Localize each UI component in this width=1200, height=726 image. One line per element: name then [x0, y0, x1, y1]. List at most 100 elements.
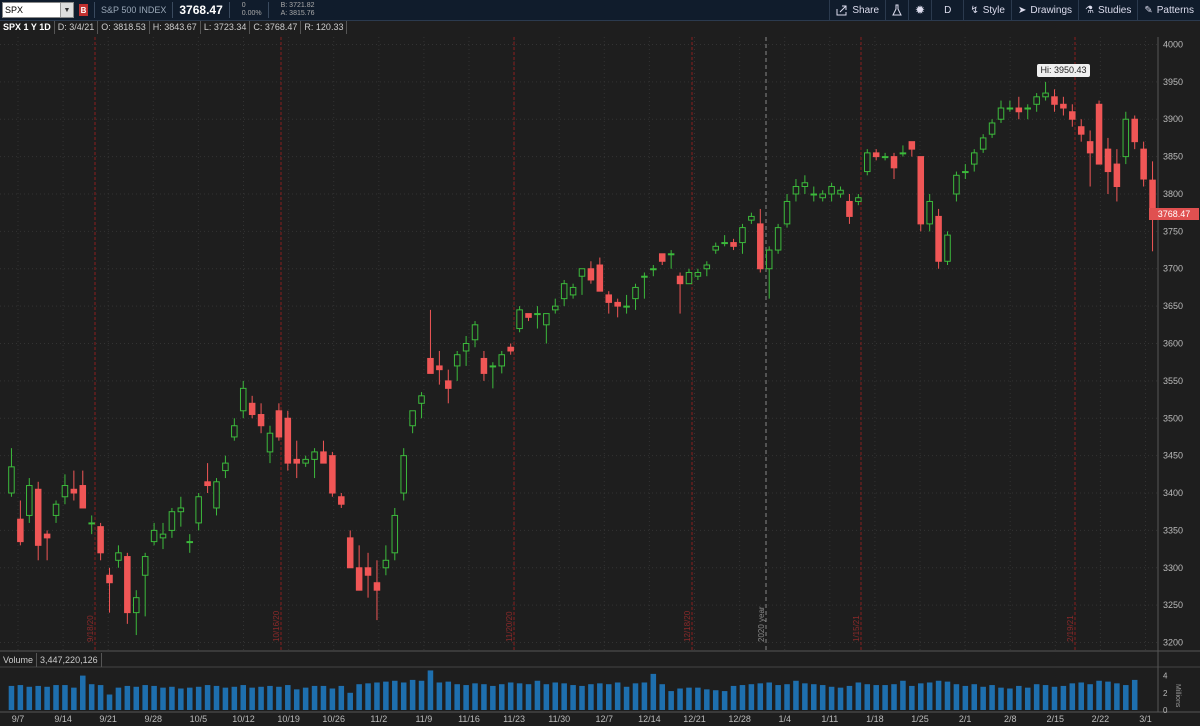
- volume-tick-label: 4: [1163, 672, 1168, 681]
- patterns-button[interactable]: ✎ Patterns: [1137, 0, 1200, 20]
- volume-bar: [1131, 679, 1138, 710]
- candle-body: [890, 156, 898, 169]
- candle-body: [453, 354, 461, 367]
- volume-bar: [1051, 686, 1058, 710]
- symbol-input[interactable]: SPX ▼: [2, 2, 74, 18]
- volume-bar: [35, 685, 41, 710]
- candle-body: [748, 215, 755, 221]
- volume-bar: [1042, 685, 1049, 710]
- x-tick-label: 2/22: [1092, 714, 1110, 724]
- candle-body: [953, 174, 960, 195]
- chevron-down-icon[interactable]: ▼: [60, 3, 73, 17]
- volume-bar: [811, 684, 817, 710]
- style-button[interactable]: ↯ Style: [963, 0, 1011, 20]
- candle-body: [703, 264, 711, 270]
- candle-body: [997, 107, 1005, 120]
- candle-body: [222, 462, 229, 472]
- y-tick-label: 3400: [1163, 488, 1183, 498]
- volume-bar: [240, 685, 247, 710]
- volume-bar: [80, 675, 86, 710]
- candle-body: [881, 156, 889, 159]
- volume-label: Volume: [0, 653, 38, 667]
- y-tick-label: 3250: [1163, 600, 1183, 610]
- candle-body: [79, 485, 87, 509]
- candle-body: [551, 305, 559, 311]
- candle-body: [534, 313, 541, 316]
- volume-bar: [124, 685, 131, 710]
- x-tick-label: 10/5: [190, 714, 208, 724]
- x-tick-label: 9/21: [99, 714, 117, 724]
- volume-bar: [846, 685, 853, 710]
- y-tick-label: 3750: [1163, 226, 1183, 236]
- volume-bar: [160, 687, 166, 710]
- candle-body: [159, 533, 167, 539]
- volume-bar: [88, 684, 95, 710]
- candle-body: [864, 152, 871, 173]
- volume-bar: [186, 687, 193, 710]
- candle-body: [569, 286, 577, 296]
- y-tick-label: 3650: [1163, 301, 1183, 311]
- volume-bar: [311, 685, 318, 710]
- volume-bar: [953, 684, 960, 710]
- volume-bar: [864, 684, 871, 710]
- share-icon: [836, 5, 847, 15]
- volume-bar: [267, 685, 273, 710]
- candle-body: [293, 458, 300, 464]
- volume-bar: [802, 683, 808, 710]
- studies-button[interactable]: ⚗ Studies: [1078, 0, 1137, 20]
- x-tick-label: 11/9: [415, 714, 432, 724]
- candle-body: [1033, 96, 1040, 105]
- share-button[interactable]: Share: [829, 0, 885, 20]
- volume-bar: [133, 686, 140, 710]
- y-tick-label: 3700: [1163, 264, 1183, 274]
- candle-body: [605, 294, 613, 303]
- candle-body: [400, 455, 407, 494]
- candle-body: [195, 496, 202, 524]
- volume-bar: [668, 691, 674, 710]
- candle-body: [338, 496, 345, 505]
- candle-body: [97, 526, 104, 554]
- candle-body: [872, 152, 880, 158]
- candle-body: [284, 417, 292, 464]
- volume-bar: [712, 690, 719, 710]
- x-tick-label: 3/1: [1139, 714, 1152, 724]
- volume-bar: [748, 684, 755, 710]
- candle-body: [1042, 92, 1049, 98]
- volume-bar: [329, 688, 336, 710]
- volume-bar: [231, 686, 238, 710]
- y-tick-label: 3300: [1163, 563, 1183, 573]
- drawings-button[interactable]: ➤ Drawings: [1010, 0, 1078, 20]
- settings-button[interactable]: ✹: [908, 0, 931, 20]
- candle-body: [498, 354, 506, 367]
- volume-bar: [1105, 681, 1111, 710]
- x-tick-label: 9/28: [145, 714, 163, 724]
- x-tick-label: 12/28: [728, 714, 751, 724]
- volume-bar: [1123, 685, 1129, 710]
- volume-bar: [454, 684, 460, 710]
- candle-body: [970, 152, 978, 165]
- volume-bar: [507, 682, 514, 710]
- volume-bar: [481, 684, 487, 710]
- candle-body: [302, 458, 309, 464]
- volume-bar: [900, 680, 906, 710]
- symbol-period: SPX 1 Y 1D: [0, 21, 55, 34]
- volume-bar: [383, 681, 389, 710]
- flask-button[interactable]: [885, 0, 908, 20]
- candle-body: [765, 249, 773, 270]
- month-marker-label: 10/16/20: [272, 610, 281, 642]
- volume-bar: [374, 682, 380, 710]
- volume-bar: [534, 680, 541, 710]
- volume-bar: [436, 682, 443, 710]
- aggregation-button[interactable]: D: [931, 0, 963, 20]
- candle-body: [248, 402, 256, 416]
- bookmark-badge-icon[interactable]: B: [79, 4, 88, 16]
- volume-bar: [989, 685, 995, 710]
- volume-bar: [409, 679, 416, 710]
- y-tick-label: 3850: [1163, 152, 1183, 162]
- volume-bar: [490, 685, 496, 710]
- x-tick-label: 11/16: [458, 714, 480, 724]
- candle-body: [578, 268, 586, 277]
- x-tick-label: 12/7: [596, 714, 614, 724]
- volume-bar: [1078, 682, 1084, 710]
